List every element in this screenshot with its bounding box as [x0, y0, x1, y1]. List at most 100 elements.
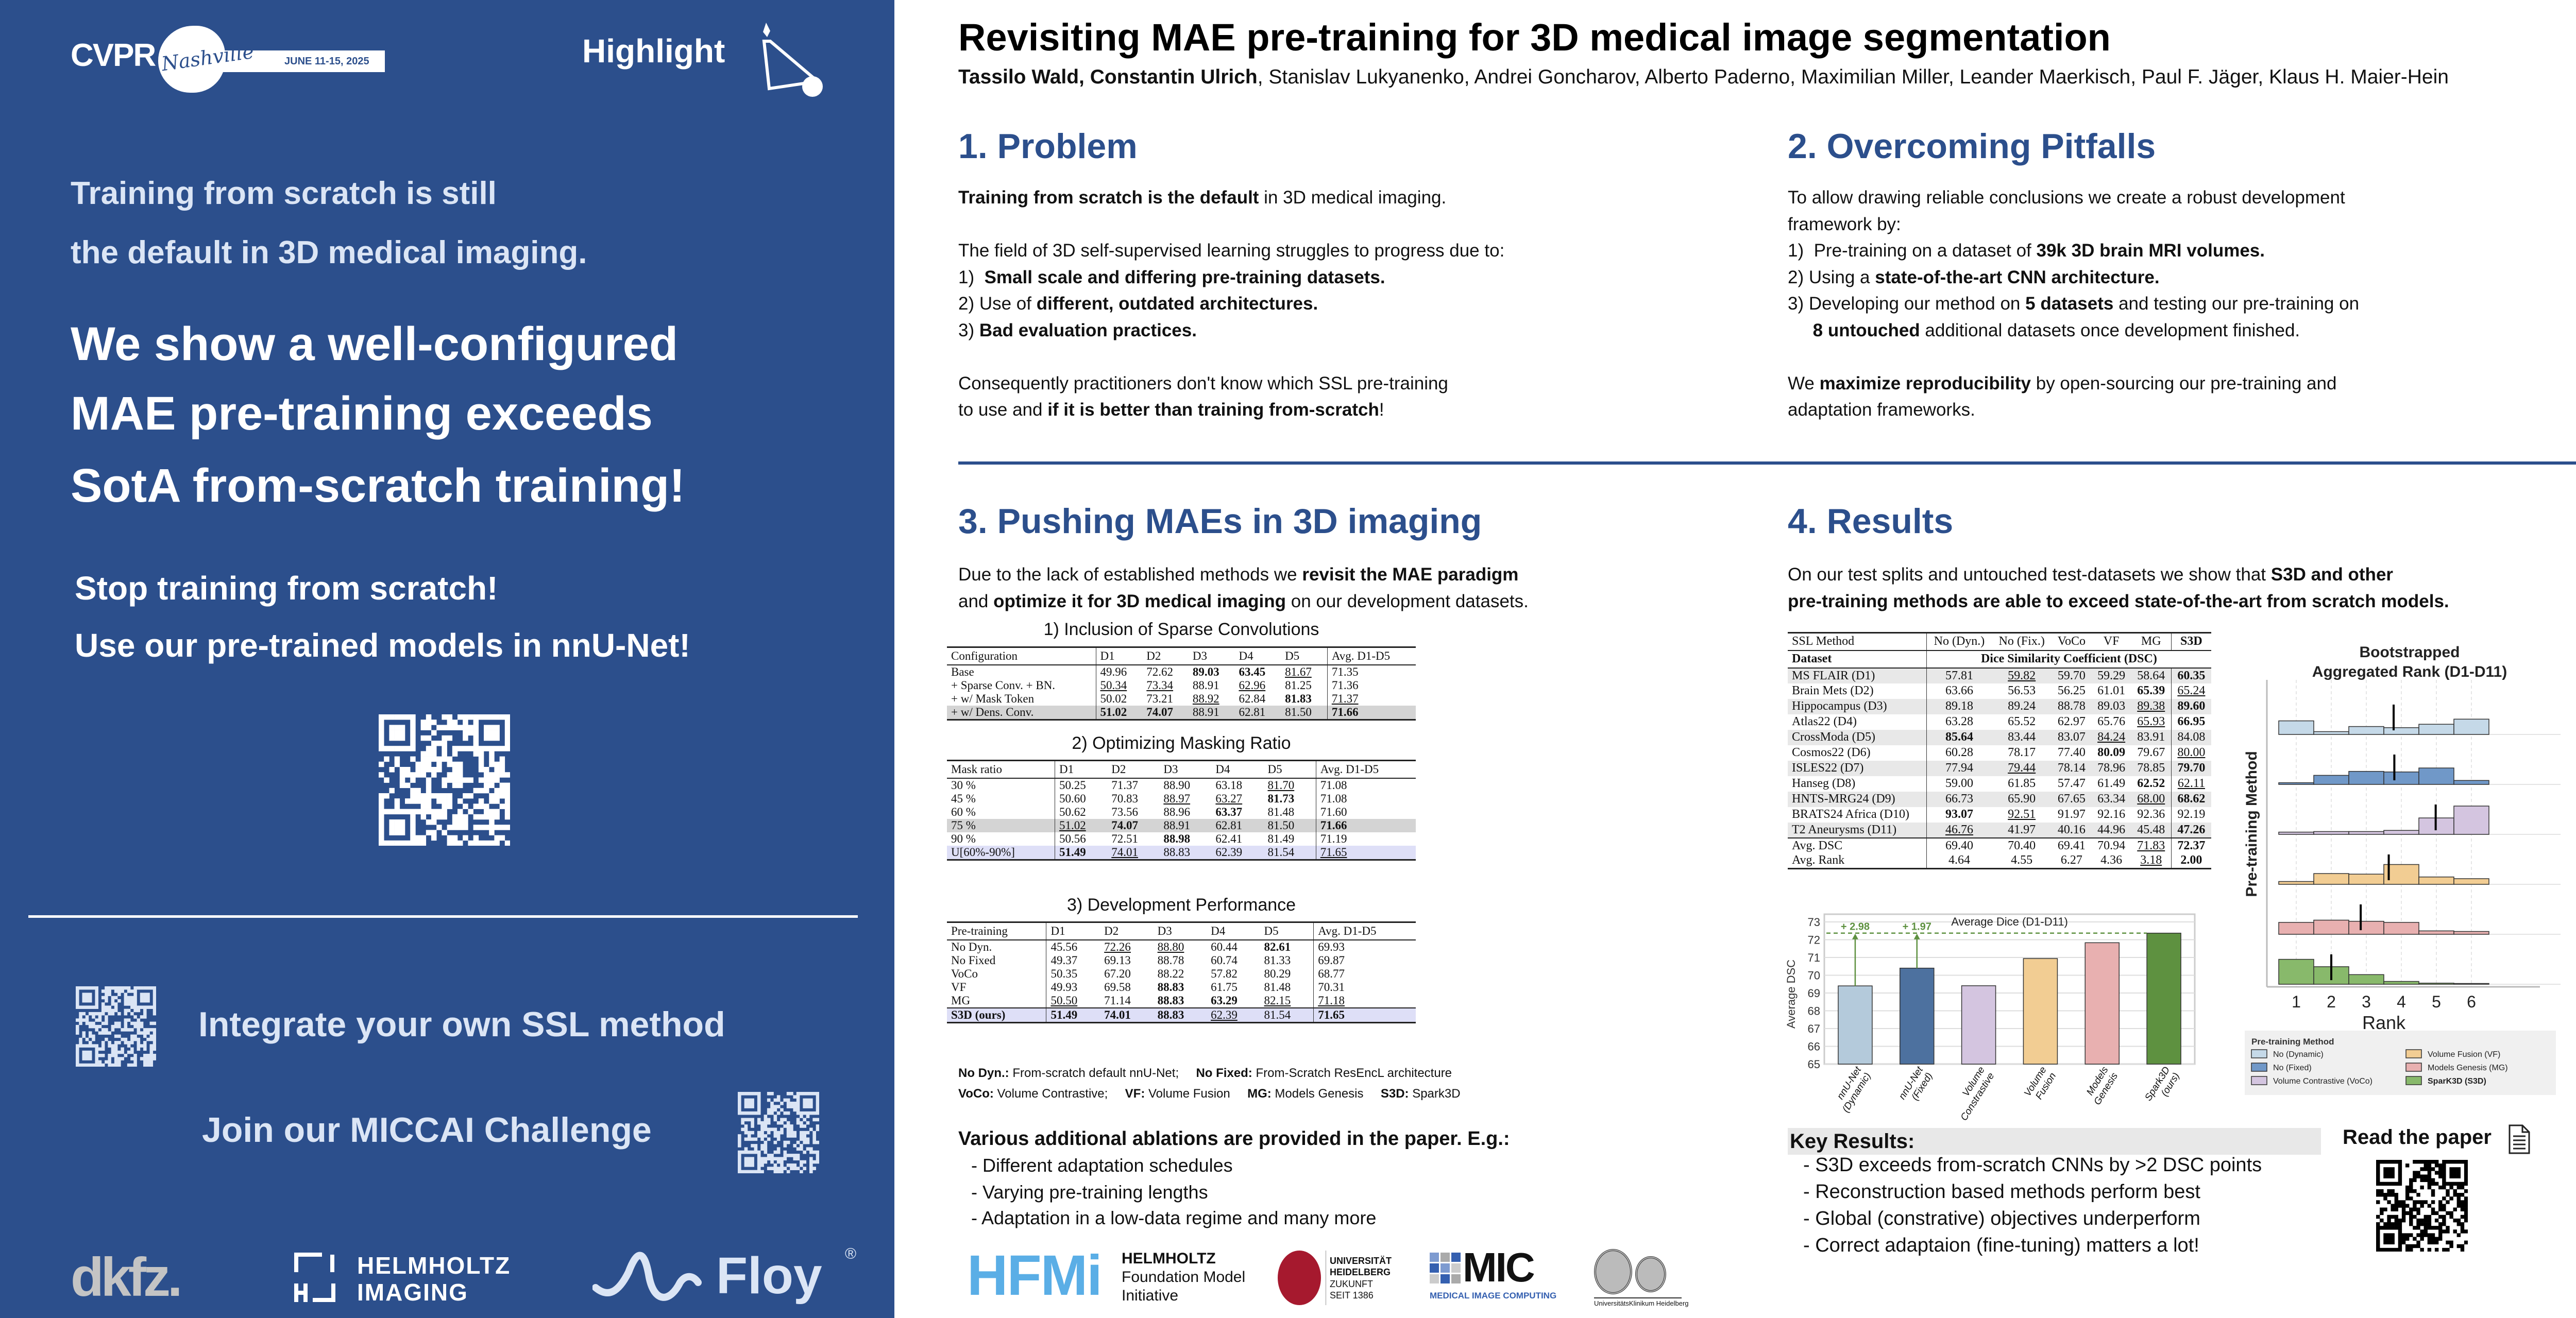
table-cell: 63.45: [1239, 665, 1266, 678]
table-cell: 60.35: [2171, 667, 2211, 683]
histogram-bin: [2453, 983, 2489, 985]
table-cell: 65.39: [2137, 684, 2165, 697]
column-header: Avg. D1-D5: [1315, 760, 1416, 779]
text: From-scratch default nnU-Net;: [1009, 1066, 1196, 1080]
bold-text: VoCo:: [958, 1087, 994, 1101]
table-cell: 72.62: [1146, 665, 1174, 678]
bar: [2023, 958, 2058, 1065]
text: adaptation frameworks.: [1788, 400, 1975, 420]
histogram-bin: [2418, 767, 2454, 785]
y-tick-label: 71: [1808, 951, 1820, 964]
column-header: Dataset: [1788, 650, 1927, 669]
arrow-head: [1913, 933, 1920, 939]
table-cell: 88.97: [1163, 792, 1191, 805]
text-line: Consequently practitioners don't know wh…: [958, 370, 1504, 397]
bold-text: revisit the MAE paradigm: [1302, 564, 1519, 585]
bold-text: optimize it for 3D medical imaging: [993, 591, 1286, 611]
miccai-qr-code[interactable]: [738, 1092, 819, 1173]
table-cell: 88.78: [1157, 953, 1184, 967]
bold-text: No Fixed:: [1196, 1066, 1252, 1080]
table-cell: 62.97: [2057, 715, 2086, 728]
text-line: [958, 211, 1504, 238]
integrate-ssl-label[interactable]: Integrate your own SSL method: [198, 1005, 725, 1044]
text-line: Training from scratch is the default in …: [958, 184, 1504, 211]
histogram-bin: [2453, 780, 2489, 785]
histogram-bin: [2348, 831, 2384, 835]
table-cell: 74.07: [1146, 705, 1174, 718]
miccai-challenge-label[interactable]: Join our MICCAI Challenge: [202, 1110, 652, 1150]
table-cell: 57.81: [1945, 669, 1973, 682]
histogram-bin: [2453, 718, 2489, 735]
section-results-heading: 4. Results: [1788, 502, 1954, 541]
uniklinikum-seal: [1635, 1256, 1666, 1292]
table-cell: 71.60: [1315, 805, 1416, 819]
table-row: + w/ Mask Token 50.02 73.21 88.92 62.84 81.83…: [947, 692, 1416, 706]
text: and: [958, 591, 994, 611]
cvpr-logo-dates: JUNE 11-15, 2025: [284, 56, 369, 67]
histogram-bin: [2278, 720, 2314, 735]
text: Volume Fusion: [1145, 1087, 1248, 1101]
table-cell: 80.00: [2171, 745, 2211, 761]
table-cell: 89.60: [2171, 698, 2211, 714]
table-cell: 61.01: [2097, 684, 2126, 697]
document-icon: [2509, 1124, 2530, 1154]
table-cell: 78.17: [2008, 746, 2036, 759]
table-row: CrossModa (D5) 85.64 83.44 83.07 84.24 83.91 8…: [1788, 729, 2211, 745]
table-cell: 45.56: [1050, 940, 1078, 953]
paper-qr-code[interactable]: [2376, 1160, 2468, 1252]
plot-frame: [1823, 913, 2196, 1065]
poster-title: Revisiting MAE pre-training for 3D medic…: [958, 16, 2111, 59]
table-cell: 81.48: [1264, 980, 1291, 994]
histogram-bin: [2313, 775, 2349, 785]
table-cell: 88.98: [1163, 832, 1191, 845]
histogram-bin: [2383, 981, 2419, 985]
table-cell: 51.02: [1059, 818, 1086, 832]
table-cell: 46.76: [1945, 823, 1973, 836]
nnunet-qr-code[interactable]: [379, 714, 510, 846]
histogram-bin: [2278, 881, 2314, 885]
histogram-bin: [2418, 876, 2454, 885]
text-line: 1) Pre-training on a dataset of 39k 3D b…: [1788, 237, 2359, 264]
table-cell: 81.54: [1260, 1007, 1314, 1022]
histogram-bin: [2313, 873, 2349, 885]
histogram-bin: [2348, 874, 2384, 885]
table-cell: 56.53: [2008, 684, 2036, 697]
text: We: [1788, 373, 1820, 393]
read-paper-label[interactable]: Read the paper: [2343, 1126, 2492, 1149]
y-tick-label: 73: [1808, 916, 1820, 929]
ablation-item: - Adaptation in a low-data regime and ma…: [971, 1207, 1377, 1228]
x-tick-label: Spark3D(ours): [2143, 1065, 2182, 1109]
uniklinikum-rule: [1594, 1297, 1682, 1298]
table-cell: 66.73: [1945, 792, 1973, 806]
mic-subtitle: MEDICAL IMAGE COMPUTING: [1430, 1291, 1557, 1300]
table-cell: 71.37: [1111, 778, 1139, 792]
table-cell: 57.82: [1211, 967, 1238, 980]
bar: [2084, 942, 2120, 1065]
column-header: D1: [1046, 922, 1100, 940]
table-cell: 78.14: [2057, 761, 2086, 775]
table-cell: 88.91: [1192, 705, 1219, 718]
row-label: U[60%-90%]: [947, 845, 1055, 860]
row-label: + w/ Dens. Conv.: [947, 705, 1096, 720]
ssl-method-qr-code[interactable]: [76, 986, 156, 1067]
section-results-text: On our test splits and untouched test-da…: [1788, 561, 2449, 614]
table-row: Configuration D1 D2 D3 D4 D5 Avg. D1-D5: [947, 647, 1416, 665]
table-cell: 50.34: [1100, 678, 1127, 692]
table-row: Base 49.96 72.62 89.03 63.45 81.67 71.35: [947, 664, 1416, 679]
text-line: We maximize reproducibility by open-sour…: [1788, 370, 2359, 397]
chart-title-line: Aggregated Rank (D1-D11): [2312, 663, 2507, 680]
cvpr-logo-name: CVPR: [71, 38, 156, 73]
ablation-item: - Varying pre-training lengths: [971, 1182, 1208, 1203]
table-cell: 85.64: [1945, 730, 1973, 744]
text: 2) Using a: [1788, 267, 1875, 287]
bold-text: Small scale and differing pre-training d…: [984, 267, 1385, 287]
histogram-bin: [2383, 922, 2419, 935]
table-cell: 70.40: [1992, 837, 2052, 853]
histogram-bin: [2453, 931, 2489, 935]
histogram-bin: [2313, 731, 2349, 735]
text: From-Scratch ResEncL architecture: [1252, 1066, 1452, 1080]
column-header: Configuration: [947, 647, 1096, 665]
section-problem-text: Training from scratch is the default in …: [958, 184, 1504, 423]
table-cell: 50.56: [1059, 832, 1086, 845]
section-problem-heading: 1. Problem: [958, 127, 1138, 166]
